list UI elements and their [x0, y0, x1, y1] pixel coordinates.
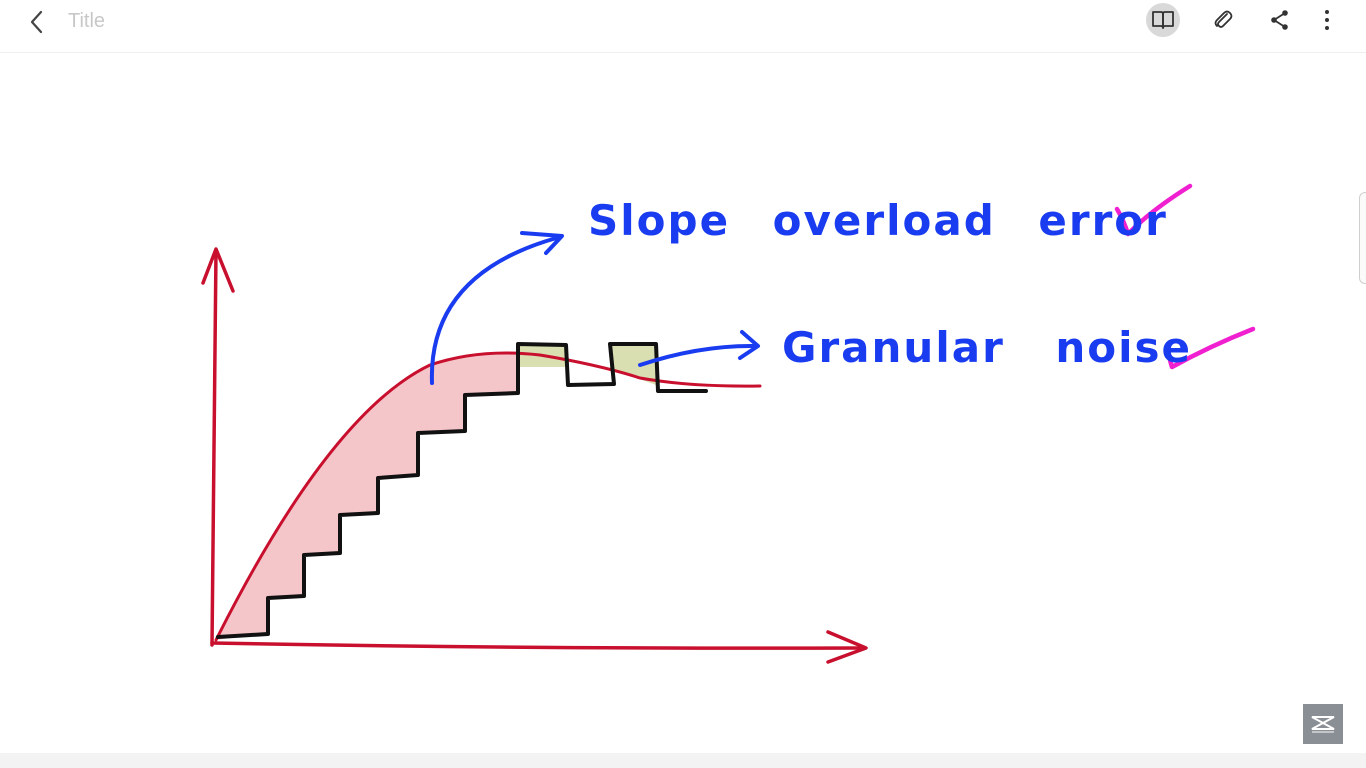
granular-noise-arrow [638, 343, 758, 367]
slope-overload-label: Slope overload error [588, 196, 1168, 245]
side-panel-handle[interactable] [1359, 192, 1366, 284]
back-button[interactable] [22, 6, 54, 38]
staircase-approximation [216, 342, 708, 639]
channel-logo-icon [1303, 704, 1343, 744]
bottom-bar [0, 753, 1366, 768]
paperclip-icon [1214, 10, 1233, 28]
attach-button[interactable] [1206, 3, 1240, 37]
checkmark-icon [1165, 326, 1256, 370]
x-axis-arrowhead [826, 630, 868, 664]
slope-overload-arrow [429, 235, 562, 385]
granular-noise-region [610, 344, 656, 385]
granular-noise-arrowhead [738, 330, 760, 360]
note-canvas[interactable]: Slope overload error Granular noise [0, 53, 1366, 753]
more-vertical-icon [1325, 10, 1329, 30]
checkmark-icon [1114, 183, 1193, 237]
top-toolbar: Title [0, 0, 1366, 53]
slope-overload-arrowhead [520, 231, 564, 255]
note-title[interactable]: Title [68, 10, 106, 32]
more-options-button[interactable] [1310, 3, 1344, 37]
y-axis [210, 249, 218, 647]
share-icon [1271, 10, 1288, 30]
book-open-icon [1152, 11, 1174, 29]
granular-noise-label: Granular noise [782, 323, 1193, 372]
reading-mode-button[interactable] [1146, 3, 1180, 37]
y-axis-arrowhead [201, 247, 235, 293]
x-axis [210, 641, 866, 650]
share-button[interactable] [1263, 3, 1297, 37]
chevron-left-icon [30, 10, 43, 34]
slope-overload-region [216, 352, 520, 640]
handwritten-drawing [201, 183, 1256, 664]
